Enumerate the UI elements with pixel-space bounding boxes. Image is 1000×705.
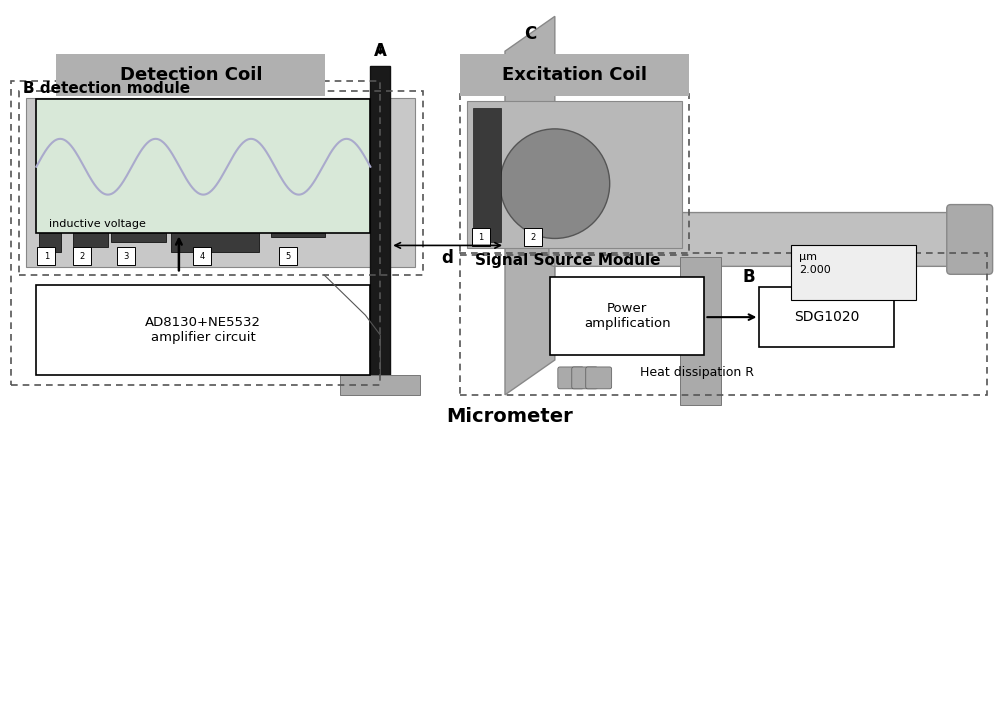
Text: AD8130+NE5532
amplifier circuit: AD8130+NE5532 amplifier circuit [145,316,261,344]
Bar [73,118,108,247]
Bar [193,247,211,265]
Text: 1: 1 [44,252,49,261]
Text: d: d [441,250,453,267]
FancyBboxPatch shape [549,212,980,266]
Bar [171,113,259,252]
Text: 3: 3 [123,252,129,261]
Text: Detection Coil: Detection Coil [120,66,262,84]
Bar [460,253,987,395]
Bar [472,228,490,247]
Bar [26,98,415,267]
Bar [791,245,916,300]
Text: 4: 4 [199,252,204,261]
Bar [460,94,689,255]
Bar [524,228,542,247]
Text: 2: 2 [530,233,536,242]
Bar [36,286,370,375]
FancyBboxPatch shape [586,367,612,389]
Text: A: A [374,42,387,60]
Bar [117,247,135,265]
Circle shape [500,129,610,238]
Bar [37,247,55,265]
Text: B detection module: B detection module [23,80,190,96]
FancyBboxPatch shape [947,204,993,274]
Bar [73,247,91,265]
Bar [271,128,325,238]
Polygon shape [279,164,317,190]
Polygon shape [119,176,158,194]
Polygon shape [184,174,246,203]
Bar [550,277,704,355]
Polygon shape [505,16,555,395]
FancyBboxPatch shape [558,367,584,389]
Text: Power
amplification: Power amplification [584,302,670,330]
Bar [473,108,501,243]
Polygon shape [119,164,158,190]
Bar [39,113,61,252]
Bar [460,54,689,96]
Text: Heat dissipation R: Heat dissipation R [640,367,754,379]
Text: inductive voltage: inductive voltage [49,219,146,228]
Polygon shape [78,168,103,185]
Text: C: C [524,25,536,43]
Text: 2: 2 [80,252,85,261]
Bar [467,101,682,248]
Text: 1: 1 [478,233,484,242]
Text: SDG1020: SDG1020 [794,310,859,324]
Bar [759,287,894,347]
Polygon shape [279,176,317,195]
Bar [340,375,420,395]
Text: μm
2.000: μm 2.000 [799,252,831,275]
Text: B: B [743,269,756,286]
Text: Excitation Coil: Excitation Coil [502,66,647,84]
Bar [11,81,380,385]
Text: Micrometer: Micrometer [447,407,573,427]
Polygon shape [78,176,103,188]
Bar [111,123,166,243]
Bar [19,91,423,276]
Bar [680,257,721,405]
Polygon shape [184,154,246,197]
Polygon shape [370,66,390,385]
Text: Signal Source Module: Signal Source Module [475,253,661,268]
Bar [279,247,297,265]
Text: 5: 5 [285,252,290,261]
FancyBboxPatch shape [572,367,598,389]
Bar [36,99,370,233]
Bar [56,54,325,96]
